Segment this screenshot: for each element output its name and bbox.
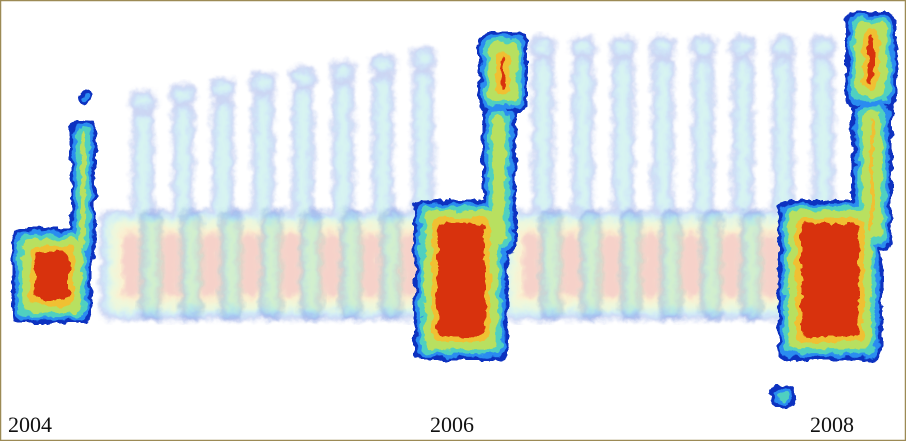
heat-layer [563,233,579,297]
heat-region [136,96,150,106]
heat-region [416,54,430,64]
heat-region [536,42,550,52]
heat-region [778,62,788,210]
heat-region [35,251,69,300]
highlighted-frames [12,12,897,407]
heat-region [363,233,379,297]
heat-region [336,66,350,76]
year-label: 2006 [430,412,474,437]
year-label: 2008 [810,412,854,437]
heat-region [616,42,630,52]
heat-region [296,72,310,82]
heat-region [283,233,299,297]
heat-layer [123,233,139,297]
heat-shape [700,36,762,320]
heat-shape [770,12,897,407]
heat-region [868,35,874,84]
heat-shape [620,36,682,320]
heat-layer [243,233,259,297]
heat-region [776,391,790,401]
heat-region [258,98,268,246]
heat-region [256,78,270,88]
heat-region [643,233,659,297]
heat-region [658,62,668,210]
heat-region [492,115,506,245]
heat-region [123,233,139,297]
heat-layer [683,233,699,297]
heat-region [723,233,739,297]
heat-region [203,233,219,297]
heat-region [698,62,708,210]
heat-region [736,42,750,52]
heat-shape [414,32,528,360]
heat-region [603,233,619,297]
heat-region [80,130,86,250]
heat-layer [323,233,339,297]
heat-region [618,62,628,210]
heat-layer [763,233,779,297]
heat-region [216,84,230,94]
heat-region [696,42,710,52]
heat-region [523,233,539,297]
heat-region [81,93,89,101]
heat-layer [283,233,299,297]
heat-region [418,74,428,222]
heat-region [538,62,548,210]
heat-region [378,80,388,228]
heat-region [338,86,348,234]
heat-layer [523,233,539,297]
heat-region [683,233,699,297]
heat-region [738,62,748,210]
heat-region [437,223,485,337]
heat-layer [163,233,179,297]
heat-region [323,233,339,297]
heat-region [578,62,588,210]
heat-region [801,223,859,337]
heat-region [816,42,830,52]
heat-layer [723,233,739,297]
heat-layer [603,233,619,297]
heat-layer [363,233,379,297]
heat-layer [203,233,219,297]
heat-region [163,233,179,297]
year-label: 2004 [8,412,52,437]
heat-region [818,62,828,210]
heat-layer [801,35,874,337]
heat-layer [643,233,659,297]
heat-shape [12,90,96,323]
heat-region [176,90,190,100]
heat-layer [35,251,69,300]
heat-region [576,42,590,52]
heat-region [656,42,670,52]
heat-region [763,233,779,297]
heat-region [501,55,505,89]
heat-region [563,233,579,297]
heat-layer [437,55,505,337]
heat-region [243,233,259,297]
heat-region [298,92,308,240]
heat-region [776,42,790,52]
heat-region [870,118,874,232]
heat-region [376,60,390,70]
